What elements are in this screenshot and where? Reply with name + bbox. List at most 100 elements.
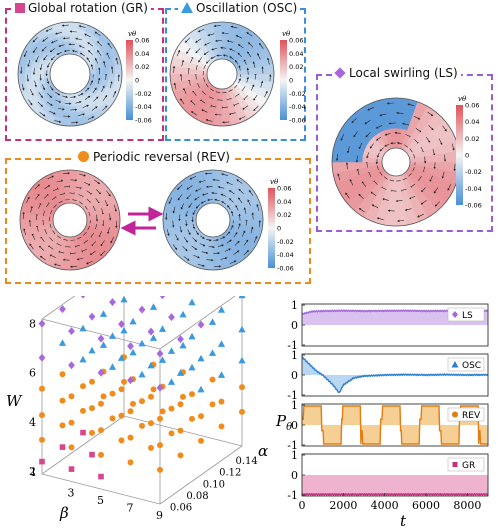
velocity-arrow — [422, 166, 426, 174]
velocity-arrow — [92, 87, 97, 94]
velocity-arrow — [39, 112, 46, 117]
velocity-arrow — [101, 208, 104, 216]
velocity-arrow — [39, 73, 42, 81]
velocity-arrow — [189, 176, 197, 180]
osc-point — [158, 356, 167, 363]
velocity-arrow — [364, 119, 371, 125]
osc-point — [238, 325, 246, 333]
triangle-marker-icon — [181, 2, 193, 13]
velocity-arrow — [75, 186, 83, 190]
velocity-arrow — [405, 134, 413, 138]
flow-cell — [175, 219, 184, 227]
velocity-arrow — [23, 228, 26, 236]
colorbar-tick: 0.04 — [289, 50, 303, 58]
velocity-arrow — [222, 121, 230, 124]
velocity-arrow — [41, 218, 45, 226]
velocity-arrow — [68, 43, 76, 46]
ls-flow-field — [331, 97, 461, 227]
velocity-arrow — [106, 52, 110, 59]
colorbar-tick: 0.06 — [135, 37, 149, 45]
rev-point — [89, 429, 95, 436]
velocity-arrow — [165, 212, 168, 221]
diamond-marker-icon — [452, 311, 458, 318]
velocity-arrow — [234, 240, 240, 247]
velocity-arrow — [102, 94, 108, 101]
rev-point — [59, 397, 66, 404]
velocity-arrow — [224, 98, 232, 101]
velocity-arrow — [367, 107, 374, 111]
velocity-arrow — [89, 232, 95, 239]
velocity-arrow — [221, 31, 229, 35]
velocity-arrow — [443, 154, 447, 162]
ls-point — [197, 320, 205, 329]
velocity-arrow — [183, 236, 188, 243]
circle-marker-icon — [78, 151, 89, 162]
velocity-arrow — [62, 258, 70, 261]
velocity-arrow — [86, 198, 92, 204]
colorbar-tick: 0.06 — [289, 37, 303, 45]
velocity-arrow — [199, 99, 206, 104]
velocity-arrow — [243, 239, 249, 246]
velocity-arrow — [54, 120, 62, 123]
velocity-arrow — [39, 255, 46, 261]
rev-point — [118, 412, 125, 419]
velocity-arrow — [79, 173, 87, 177]
velocity-arrow — [238, 188, 244, 195]
rev-point — [177, 452, 184, 459]
velocity-arrow — [112, 90, 117, 98]
rev-point — [127, 408, 134, 415]
velocity-arrow — [193, 254, 200, 259]
rev-point — [130, 400, 136, 407]
velocity-arrow — [367, 170, 372, 178]
velocity-arrow — [224, 248, 231, 252]
series-line — [302, 405, 488, 445]
velocity-arrow — [63, 245, 71, 248]
velocity-arrow — [177, 194, 183, 201]
rev-point — [168, 430, 175, 437]
velocity-arrow — [243, 207, 247, 215]
colorbar-label: vθ — [458, 95, 467, 103]
flow-cell — [32, 219, 41, 227]
flow-cell — [62, 176, 71, 185]
velocity-arrow — [241, 230, 246, 238]
velocity-arrow — [253, 94, 258, 101]
velocity-arrow — [447, 184, 451, 191]
velocity-arrow — [205, 185, 214, 188]
velocity-arrow — [211, 47, 219, 51]
velocity-arrow — [94, 224, 98, 232]
velocity-arrow — [188, 201, 193, 208]
x-tick: 2000 — [329, 499, 357, 512]
osc-point — [179, 341, 187, 349]
osc-point — [188, 332, 196, 340]
velocity-arrow — [195, 188, 202, 192]
colorbar-tick: 0.02 — [465, 135, 479, 143]
gr-flow-field — [17, 21, 123, 127]
velocity-arrow — [423, 156, 427, 164]
velocity-arrow — [34, 184, 40, 190]
osc-point — [167, 347, 176, 354]
ls-point — [97, 368, 105, 377]
velocity-arrow — [220, 193, 228, 198]
velocity-arrow — [110, 66, 114, 74]
osc-point — [217, 306, 226, 313]
flow-cell — [169, 73, 179, 84]
velocity-arrow — [207, 95, 214, 100]
velocity-arrow — [186, 47, 191, 54]
ls-point — [138, 305, 146, 314]
velocity-arrow — [253, 235, 258, 243]
flow-cell — [429, 154, 441, 163]
velocity-arrow — [177, 184, 183, 190]
beta-tick: 9 — [156, 509, 163, 522]
x-tick: 6000 — [412, 499, 440, 512]
velocity-arrow — [238, 213, 241, 221]
velocity-arrow — [191, 245, 198, 250]
series-panel-rev: 1 0 -1 REV — [287, 399, 489, 452]
flow-cell — [184, 73, 194, 81]
colorbar-tick: 0.02 — [277, 211, 291, 219]
flow-cell — [395, 204, 406, 217]
legend-gr: GR — [447, 457, 485, 472]
osc-point — [188, 363, 196, 371]
velocity-arrow — [413, 116, 421, 120]
velocity-arrow — [40, 235, 45, 242]
velocity-arrow — [238, 116, 246, 120]
